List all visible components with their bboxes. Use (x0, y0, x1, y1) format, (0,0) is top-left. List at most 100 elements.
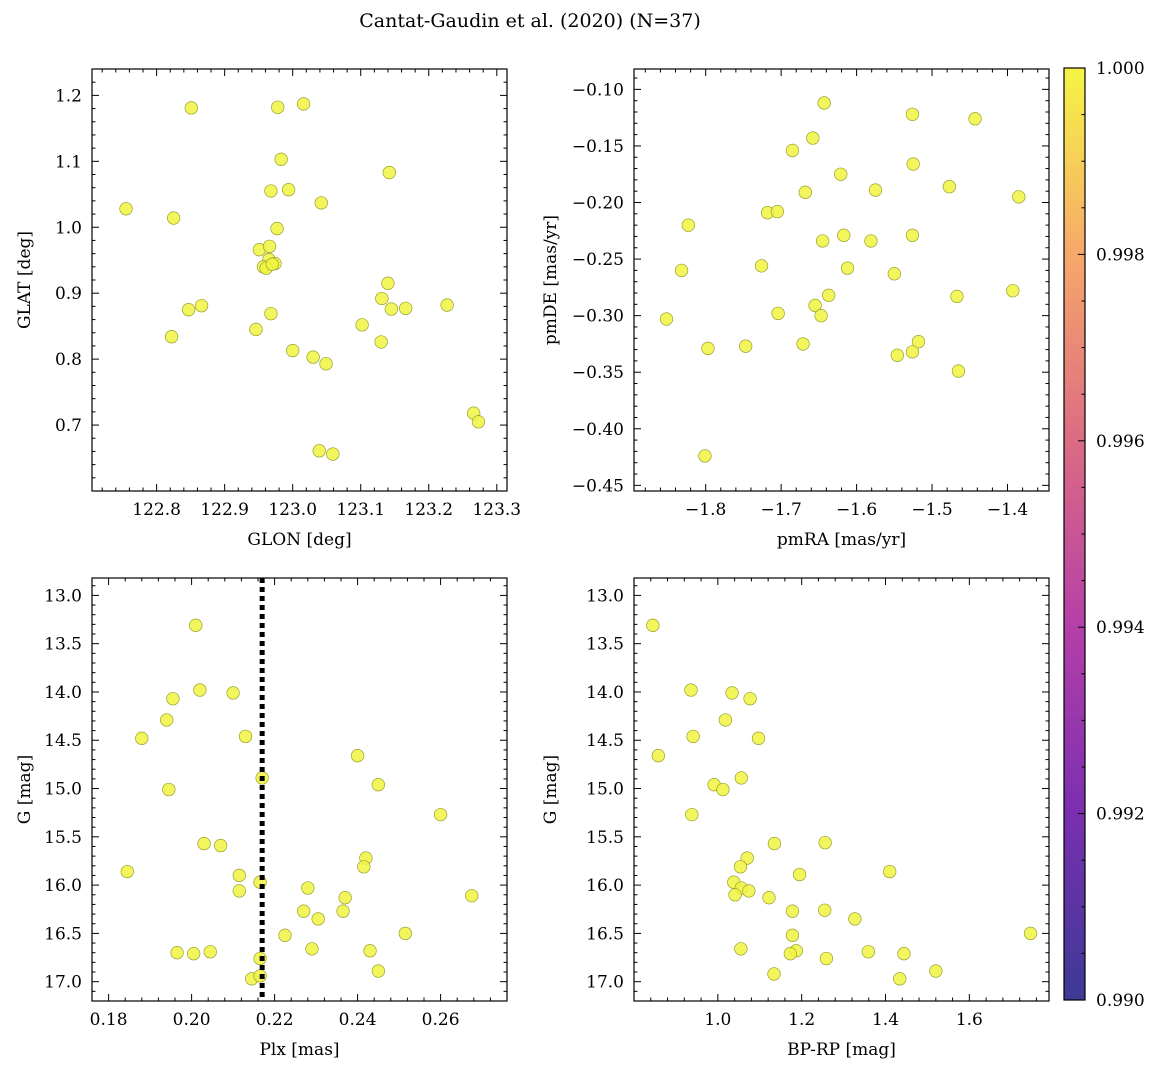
y-tick-label: 16.5 (586, 924, 624, 944)
scatter-point (296, 97, 311, 111)
colorbar-tick-label: 0.998 (1096, 245, 1145, 265)
colorbar-tick-label: 0.992 (1096, 805, 1145, 825)
y-tick-label: −0.15 (572, 137, 624, 157)
panel-4: 1.0 1.2 1.4 1.6 13.0 13.5 14.0 14.5 15.0 15.5 16.0… (541, 577, 1050, 1060)
y-axis-label: G [mag] (15, 755, 35, 824)
scatter-point (189, 618, 203, 632)
scatter-point (728, 888, 742, 902)
scatter-point (681, 218, 695, 232)
scatter-point (651, 749, 665, 763)
scatter-point (906, 157, 920, 171)
y-tick-label: −0.10 (572, 80, 624, 100)
scatter-point (249, 322, 263, 337)
scatter-point (968, 112, 982, 126)
scatter-point (398, 301, 413, 316)
y-tick-label: −0.20 (572, 194, 624, 214)
panels: 122.8 122.9 123.0 123.1 123.2 123.3 0.7 0.8 0.9 1… (15, 68, 1050, 1060)
scatter-point (193, 683, 207, 697)
colorbar-tick-label: 1.000 (1096, 59, 1145, 79)
x-tick-label: 0.24 (339, 1010, 377, 1030)
scatter-point (905, 228, 920, 242)
x-tick-label: 0.20 (173, 1010, 211, 1030)
scatter-point (685, 807, 699, 822)
scatter-point (306, 350, 320, 364)
scatter-point (767, 967, 781, 981)
scatter-point (162, 782, 176, 797)
scatter-point (314, 196, 328, 210)
scatter-point (338, 891, 352, 905)
scatter-point (471, 415, 486, 429)
scatter-point (785, 928, 800, 942)
scatter-point (264, 184, 278, 198)
scatter-points (659, 96, 1026, 463)
colorbar-tick-label: 0.996 (1096, 432, 1145, 452)
y-tick-label: 0.8 (55, 350, 82, 370)
scatter-point (887, 267, 901, 281)
y-tick-label: −0.45 (572, 476, 624, 496)
scatter-point (433, 807, 448, 822)
scatter-point (465, 889, 479, 903)
scatter-point (166, 692, 180, 706)
scatter-point (834, 167, 848, 181)
scatter-point (375, 291, 389, 306)
scatter-point (754, 259, 769, 273)
y-tick-label: −0.25 (572, 250, 624, 270)
scatter-point (718, 713, 733, 727)
scatter-point (1023, 926, 1038, 941)
colorbar-tick-label: 0.990 (1096, 991, 1145, 1011)
axes-frame (633, 68, 1050, 492)
axes-frame (91, 68, 508, 492)
scatter-point (326, 447, 340, 461)
scatter-point (357, 860, 371, 874)
scatter-point (336, 904, 350, 918)
scatter-point (381, 276, 395, 290)
x-tick-label: −1.5 (911, 500, 952, 520)
x-tick-label: −1.6 (836, 500, 877, 520)
scatter-point (286, 343, 300, 358)
scatter-point (674, 263, 689, 278)
scatter-point (785, 143, 800, 158)
scatter-point (848, 912, 862, 926)
scatter-point (181, 303, 196, 317)
scatter-points (120, 618, 479, 986)
panel-1: 122.8 122.9 123.0 123.1 123.2 123.3 0.7 0.8 0.9 1… (15, 68, 521, 550)
scatter-point (363, 944, 377, 958)
x-tick-label: 1.6 (956, 1010, 983, 1030)
x-tick-label: 122.8 (132, 500, 181, 520)
scatter-point (278, 928, 292, 942)
scatter-point (164, 330, 179, 344)
scatter-point (905, 345, 920, 359)
x-tick-label: 123.2 (404, 500, 453, 520)
y-axis-label: G [mag] (541, 755, 561, 824)
scatter-point (815, 234, 830, 248)
scatter-point (716, 782, 730, 797)
x-axis-label: Plx [mas] (259, 1040, 339, 1060)
x-axis-label: BP-RP [mag] (787, 1040, 896, 1060)
scatter-point (213, 838, 228, 853)
y-axis-label: pmDE [mas/yr] (541, 215, 561, 345)
scatter-point (840, 261, 855, 275)
scatter-point (929, 964, 943, 978)
y-tick-label: 1.2 (55, 86, 82, 106)
scatter-point (822, 288, 836, 302)
scatter-point (271, 100, 285, 114)
x-tick-label: 1.4 (872, 1010, 899, 1030)
scatter-point (135, 731, 149, 745)
scatter-point (751, 731, 766, 745)
scatter-point (734, 771, 748, 785)
scatter-point (814, 308, 828, 323)
scatter-point (883, 864, 897, 879)
scatter-point (160, 713, 174, 727)
y-tick-label: 15.0 (586, 780, 624, 800)
scatter-point (120, 864, 134, 879)
scatter-point (762, 891, 776, 905)
y-tick-label: 13.5 (586, 635, 624, 655)
y-tick-label: −0.30 (572, 307, 624, 327)
scatter-point (274, 152, 288, 166)
scatter-point (382, 165, 396, 180)
y-axis-label: GLAT [deg] (15, 231, 35, 329)
scatter-point (890, 348, 904, 362)
axes-frame (633, 577, 1050, 1002)
x-tick-label: 0.22 (256, 1010, 294, 1030)
scatter-point (119, 202, 133, 216)
